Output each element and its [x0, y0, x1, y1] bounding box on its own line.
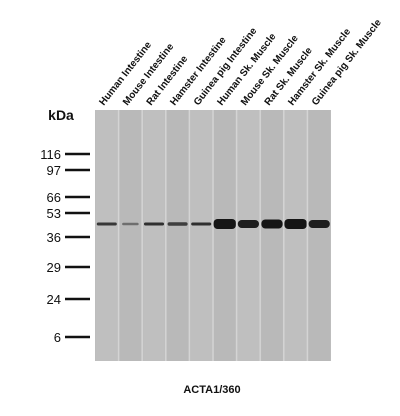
band	[96, 222, 117, 226]
marker-label: 6	[54, 330, 61, 345]
band	[261, 219, 283, 229]
band	[213, 219, 237, 229]
lane	[96, 110, 118, 361]
band	[143, 222, 165, 226]
lane	[308, 110, 330, 361]
band	[191, 222, 212, 226]
lane	[119, 110, 142, 361]
band	[308, 220, 330, 228]
lane	[143, 110, 165, 361]
lane	[190, 110, 212, 361]
caption: ACTA1/360	[183, 384, 240, 396]
marker-label: 36	[47, 230, 61, 245]
lane	[284, 110, 307, 361]
lane	[237, 110, 260, 361]
marker-label: 97	[47, 163, 61, 178]
band	[284, 219, 307, 229]
band	[167, 222, 188, 226]
lane	[166, 110, 189, 361]
band	[122, 222, 139, 226]
lane	[261, 110, 283, 361]
band	[237, 220, 260, 228]
marker-label: 29	[47, 260, 61, 275]
marker-label: 24	[47, 292, 61, 307]
lane	[214, 110, 236, 361]
marker-label: 53	[47, 206, 61, 221]
marker-label: 66	[47, 190, 61, 205]
marker-label: 116	[40, 147, 61, 162]
unit-label: kDa	[48, 107, 74, 123]
